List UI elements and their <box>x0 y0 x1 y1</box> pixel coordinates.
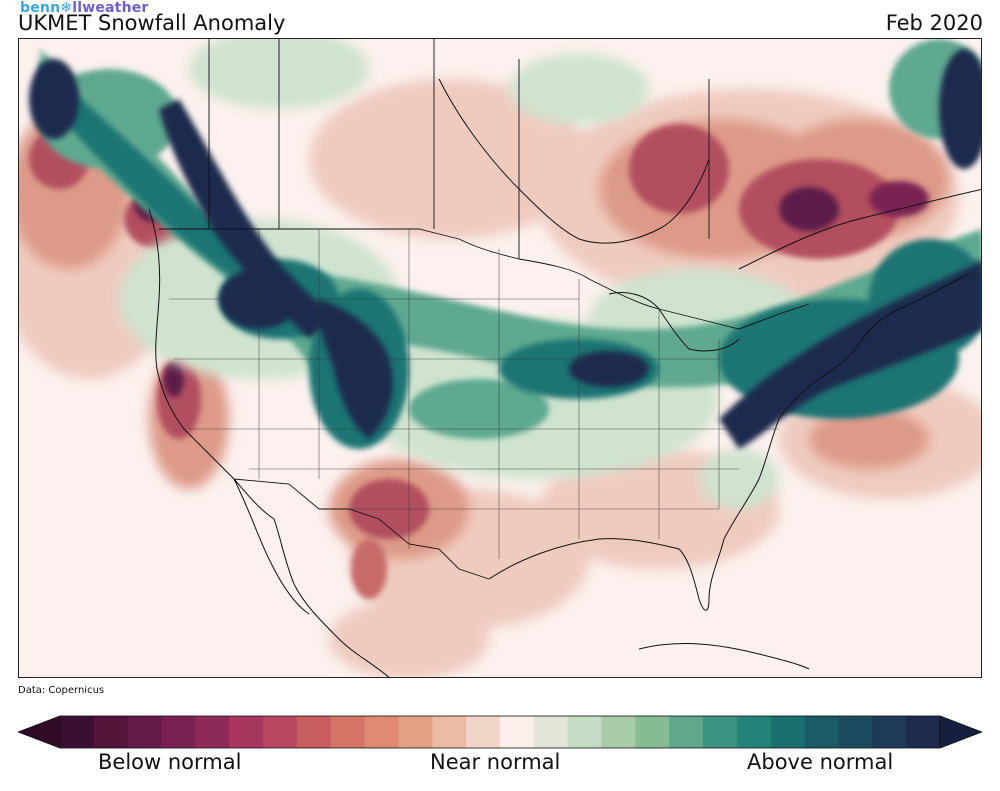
anomaly-northwest-strong-band <box>39 59 269 289</box>
colorbar-cells <box>60 716 941 748</box>
anomaly-hudson-bay-slight <box>509 54 649 124</box>
map-date: Feb 2020 <box>885 11 983 35</box>
anomaly-illinois-deep <box>569 351 649 387</box>
colorbar-cell <box>601 716 636 748</box>
anomaly-california-deep <box>164 361 184 397</box>
anomaly-mexico-light <box>329 599 489 677</box>
baja-peninsula <box>233 478 310 615</box>
colorbar-cell <box>533 716 569 748</box>
colorbar-cell <box>263 716 298 748</box>
colorbar <box>18 715 982 749</box>
us-mexico-border <box>233 478 490 580</box>
east-coast-line <box>723 273 970 540</box>
anomaly-field-deep-negative <box>134 181 929 397</box>
label-above-normal: Above normal <box>747 750 894 774</box>
colorbar-cell <box>466 716 501 748</box>
anomaly-greenland-deep <box>939 49 981 169</box>
anomaly-hudson-strong <box>629 124 729 214</box>
colorbar-cell <box>500 716 535 748</box>
colorbar-cell <box>736 716 772 748</box>
great-lakes-shape <box>608 292 740 352</box>
country-borders <box>159 39 810 580</box>
snowflake-icon: ❄ <box>60 0 73 16</box>
anomaly-atlantic-medium <box>809 409 929 469</box>
anomaly-alaska-deep <box>29 59 79 139</box>
colorbar-cell <box>872 716 907 748</box>
brand-logo: benn❄llweather <box>20 0 149 16</box>
colorbar-cell <box>703 716 738 748</box>
us-canada-border <box>159 228 810 330</box>
colorbar-cell <box>804 716 839 748</box>
map-title: UKMET Snowfall Anomaly <box>18 11 286 35</box>
cuba-outline <box>638 643 810 670</box>
anomaly-carolina-slight <box>699 449 779 509</box>
colorbar-cell <box>195 716 230 748</box>
gulf-coast-line <box>488 538 725 611</box>
colorbar-cell <box>93 716 129 748</box>
label-below-normal: Below normal <box>98 750 242 774</box>
colorbar-cell <box>127 716 163 748</box>
colorbar-left-triangle <box>18 715 61 749</box>
colorbar-cell <box>161 716 196 748</box>
colorbar-cell <box>229 716 264 748</box>
colorbar-cell <box>669 716 704 748</box>
colorbar-cell <box>635 716 670 748</box>
colorbar-cell <box>567 716 603 748</box>
data-source-label: Data: Copernicus <box>18 685 105 696</box>
anomaly-quebec-deep <box>779 187 839 231</box>
colorbar-cell <box>364 716 399 748</box>
state-borders <box>169 229 779 559</box>
coastlines <box>148 78 981 677</box>
anomaly-mexico-strong <box>351 539 387 599</box>
colorbar-cell <box>432 716 467 748</box>
anomaly-kansas-positive <box>409 379 549 439</box>
gulf-stlawrence-coast <box>738 188 981 270</box>
west-coast-line <box>148 208 390 677</box>
colorbar-frame <box>59 715 941 749</box>
hudson-bay-coast <box>438 78 710 244</box>
colorbar-cell <box>60 716 95 748</box>
colorbar-cell <box>838 716 873 748</box>
colorbar-cell <box>770 716 806 748</box>
colorbar-cell <box>330 716 366 748</box>
colorbar-cell <box>296 716 332 748</box>
brand-logo-part2: llweather <box>72 0 149 16</box>
anomaly-map <box>18 38 982 678</box>
anomaly-labrador-deep <box>869 181 929 217</box>
label-near-normal: Near normal <box>430 750 561 774</box>
brand-logo-part1: benn <box>20 0 61 16</box>
colorbar-cell <box>398 716 433 748</box>
colorbar-right-triangle <box>939 715 982 749</box>
colorbar-cell <box>906 716 941 748</box>
anomaly-colorado-deep-band <box>317 299 393 439</box>
